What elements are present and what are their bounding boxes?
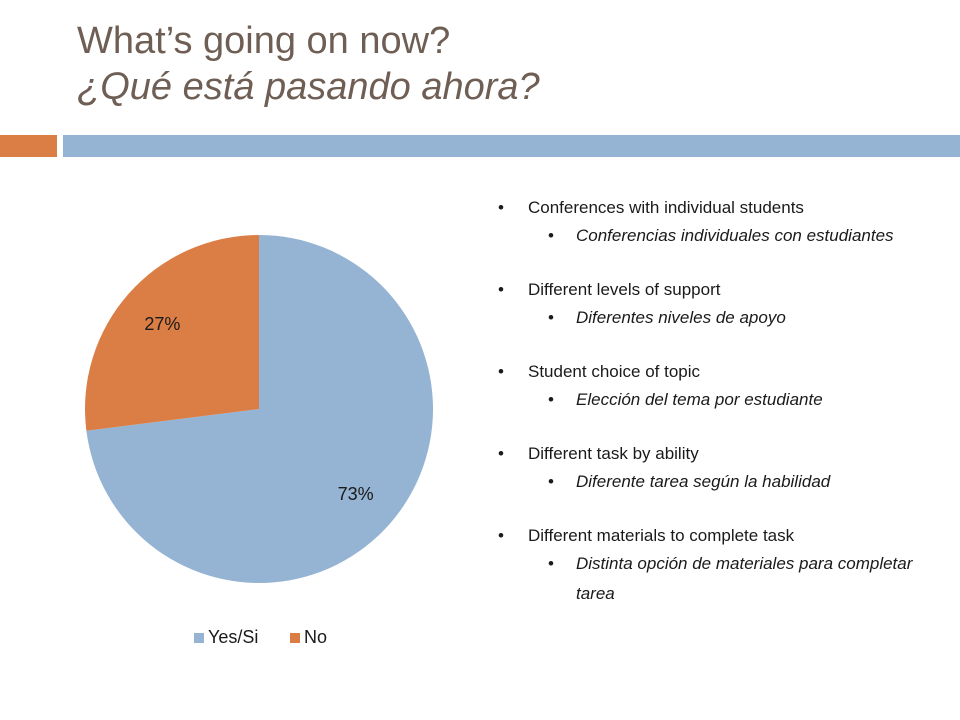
legend-label: Yes/Si: [208, 627, 258, 647]
legend-swatch: [290, 633, 300, 643]
legend-label: No: [304, 627, 327, 647]
bullet-english: Conferences with individual students: [498, 195, 948, 221]
accent-bar-orange: [0, 135, 57, 157]
bullet-spanish: Elección del tema por estudiante: [498, 385, 948, 415]
bullet-item: Student choice of topic Elección del tem…: [498, 359, 948, 415]
pie-slice-yes-si: [86, 235, 433, 583]
pie-slice-no: [85, 235, 259, 431]
accent-bar-blue: [63, 135, 960, 157]
bullet-item: Different materials to complete task Dis…: [498, 523, 948, 609]
bullet-item: Different task by ability Diferente tare…: [498, 441, 948, 497]
title-line-spanish: ¿Qué está pasando ahora?: [77, 66, 540, 108]
bullet-spanish: Diferentes niveles de apoyo: [498, 303, 948, 333]
legend-swatch: [194, 633, 204, 643]
bullet-english: Different task by ability: [498, 441, 948, 467]
pie-chart-svg: 73% 27% Yes/Si No: [85, 235, 433, 647]
bullet-spanish: Distinta opción de materiales para compl…: [498, 549, 948, 609]
title-line-english: What’s going on now?: [77, 20, 451, 62]
bullet-english: Student choice of topic: [498, 359, 948, 385]
pie-data-label: 27%: [144, 314, 180, 334]
bullet-item: Conferences with individual students Con…: [498, 195, 948, 251]
bullet-english: Different levels of support: [498, 277, 948, 303]
slide-title: What’s going on now? ¿Qué está pasando a…: [77, 18, 937, 110]
bullet-item: Different levels of support Diferentes n…: [498, 277, 948, 333]
bullet-english: Different materials to complete task: [498, 523, 948, 549]
pie-data-label: 73%: [338, 484, 374, 504]
bullet-spanish: Conferencias individuales con estudiante…: [498, 221, 948, 251]
bullet-spanish: Diferente tarea según la habilidad: [498, 467, 948, 497]
bullet-list: Conferences with individual students Con…: [498, 195, 948, 635]
pie-chart: 73% 27% Yes/Si No: [40, 190, 480, 670]
